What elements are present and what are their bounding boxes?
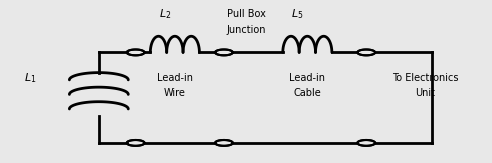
- Polygon shape: [215, 140, 233, 146]
- Text: To Electronics: To Electronics: [392, 73, 459, 83]
- Text: Lead-in: Lead-in: [289, 73, 325, 83]
- Polygon shape: [127, 140, 145, 146]
- Polygon shape: [215, 50, 233, 55]
- Text: Junction: Junction: [226, 25, 266, 35]
- Text: Cable: Cable: [293, 88, 321, 98]
- Text: $L_2$: $L_2$: [159, 7, 171, 21]
- Polygon shape: [357, 140, 375, 146]
- Text: Wire: Wire: [164, 88, 186, 98]
- Text: $L_1$: $L_1$: [24, 71, 36, 85]
- Text: Lead-in: Lead-in: [157, 73, 193, 83]
- Text: Pull Box: Pull Box: [226, 9, 266, 19]
- Polygon shape: [127, 50, 145, 55]
- Text: Unit: Unit: [415, 88, 435, 98]
- Text: $L_5$: $L_5$: [291, 7, 304, 21]
- Polygon shape: [357, 50, 375, 55]
